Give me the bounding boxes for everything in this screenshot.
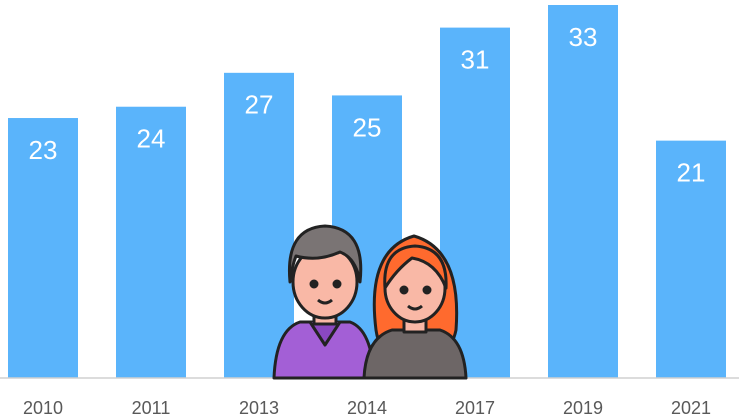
value-label: 27: [245, 90, 274, 120]
bar: [548, 5, 618, 378]
x-tick-label: 2014: [347, 398, 387, 418]
value-label: 23: [29, 135, 58, 165]
value-label: 33: [569, 22, 598, 52]
x-tick-label: 2021: [671, 398, 711, 418]
value-label: 25: [353, 112, 382, 142]
x-tick-label: 2013: [239, 398, 279, 418]
value-label: 24: [137, 124, 166, 154]
chart: 23 24 27 25 31 33 21 2010 2011 2013 2014 2017 2019 2…: [0, 0, 739, 420]
x-tick-label: 2019: [563, 398, 603, 418]
value-label: 21: [677, 158, 706, 188]
value-label: 31: [461, 44, 490, 74]
x-tick-label: 2010: [23, 398, 63, 418]
x-tick-label: 2011: [132, 398, 171, 418]
plot: 23 24 27 25 31 33 21: [8, 5, 726, 378]
x-tick-label: 2017: [455, 398, 495, 418]
